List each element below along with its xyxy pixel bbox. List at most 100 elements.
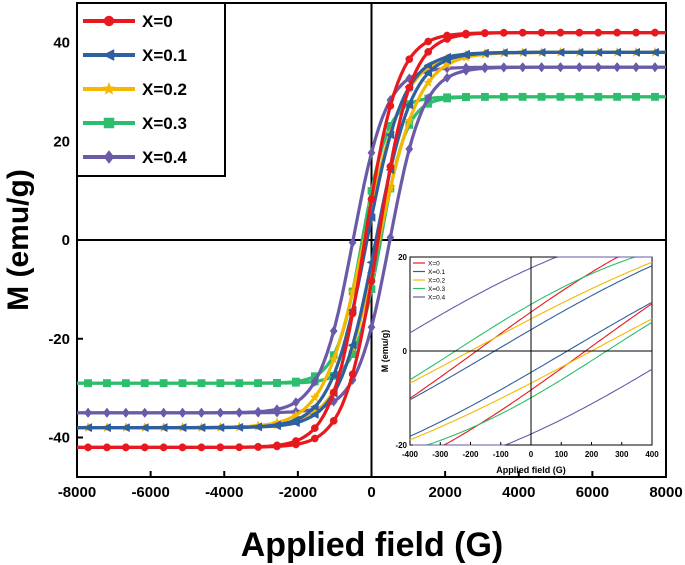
data-point-x-0: [84, 443, 92, 452]
data-point-x-0: [443, 35, 451, 43]
data-point-x-0-4: [121, 407, 130, 418]
inset-y-tick-label: -20: [395, 441, 407, 450]
legend-marker-x-0-1: [102, 49, 115, 61]
data-point-x-0-1: [480, 49, 489, 58]
data-point-x-0-4: [424, 93, 433, 104]
data-point-x-0-3: [159, 379, 168, 388]
data-point-x-0-4: [651, 62, 659, 73]
data-point-x-0: [348, 370, 357, 379]
data-point-x-0: [348, 309, 357, 318]
data-point-x-0-1: [631, 48, 640, 57]
data-point-x-0-2: [309, 392, 320, 402]
data-point-x-0-1: [593, 48, 603, 57]
data-point-x-0: [140, 443, 149, 452]
y-tick-label: 40: [53, 35, 70, 52]
data-point-x-0-1: [309, 410, 319, 419]
data-point-x-0-4: [367, 322, 376, 333]
legend-label-x-0-1: X=0.1: [142, 46, 187, 65]
data-point-x-0-1: [650, 48, 659, 57]
x-tick-label: 0: [367, 484, 375, 501]
legend-label-x-0-2: X=0.2: [142, 80, 187, 99]
data-point-x-0-4: [613, 62, 622, 73]
data-point-x-0-4: [556, 62, 565, 73]
y-tick-label: 20: [53, 133, 70, 150]
data-point-x-0-2: [328, 353, 339, 364]
data-point-x-0-3: [121, 379, 130, 388]
data-point-x-0-4: [178, 407, 187, 418]
data-point-x-0-1: [423, 61, 433, 70]
data-point-x-0-4: [159, 407, 168, 418]
legend-label-x-0: X=0: [142, 12, 173, 31]
data-point-x-0: [178, 443, 187, 452]
legend-marker-x-0-4: [103, 150, 115, 164]
data-point-x-0-1: [234, 423, 244, 432]
y-tick-label: -40: [48, 430, 70, 447]
data-point-x-0: [499, 28, 508, 37]
data-point-x-0: [367, 277, 376, 285]
data-point-x-0-4: [575, 62, 584, 73]
data-point-x-0-1: [328, 370, 338, 380]
data-point-x-0-4: [480, 63, 489, 74]
data-point-x-0: [329, 416, 338, 425]
data-point-x-0-4: [518, 62, 527, 73]
data-point-x-0-1: [196, 423, 206, 432]
data-point-x-0-3: [235, 379, 244, 388]
main-series: [77, 28, 666, 452]
data-point-x-0-1: [423, 68, 433, 78]
data-point-x-0-1: [272, 421, 281, 431]
data-point-x-0-1: [309, 402, 319, 412]
data-point-x-0-3: [178, 379, 187, 388]
data-point-x-0: [103, 443, 111, 452]
x-tick-label: -8000: [58, 484, 96, 501]
data-point-x-0: [197, 443, 206, 452]
data-point-x-0-3: [651, 92, 659, 101]
x-tick-label: -2000: [279, 484, 317, 501]
data-point-x-0: [462, 30, 470, 39]
main-ticks: -8000 -6000 -4000 -2000 0 2000 4000 6000 8000-40…: [48, 35, 682, 502]
x-tick-label: -6000: [131, 484, 169, 501]
data-point-x-0-1: [139, 423, 149, 432]
data-point-x-0-2: [404, 115, 415, 126]
data-point-x-0-3: [537, 92, 546, 101]
data-point-x-0-4: [499, 62, 508, 73]
series-x-0: [77, 28, 666, 452]
data-point-x-0: [651, 28, 659, 37]
data-point-x-0: [556, 28, 565, 37]
data-point-x-0-1: [442, 55, 451, 65]
inset-legend-label-x-0-1: X=0.1: [428, 269, 446, 276]
data-point-x-0-3: [481, 93, 489, 101]
x-tick-label: 2000: [428, 484, 461, 501]
x-tick-label: 8000: [649, 484, 682, 501]
data-point-x-0: [310, 434, 319, 443]
data-point-x-0-1: [366, 213, 376, 222]
data-point-x-0-4: [443, 72, 452, 83]
data-point-x-0-3: [292, 378, 300, 387]
x-tick-label: 6000: [576, 484, 609, 501]
data-point-x-0-1: [536, 48, 546, 57]
inset-y-tick-label: 0: [403, 347, 408, 356]
data-point-x-0-1: [158, 423, 168, 432]
data-point-x-0-3: [197, 379, 206, 388]
inset-x-tick-label: -200: [462, 450, 479, 459]
data-point-x-0: [367, 195, 376, 203]
inset-legend: X=0 X=0.1X=0.2 X=0.3X=0.4: [413, 260, 446, 301]
data-point-x-0: [518, 28, 527, 37]
data-point-x-0-4: [254, 407, 263, 418]
main-axes: [77, 3, 666, 477]
data-point-x-0-2: [423, 77, 434, 87]
x-tick-label: 4000: [502, 484, 535, 501]
data-point-x-0-3: [103, 379, 111, 388]
data-point-x-0: [632, 28, 640, 37]
data-point-x-0-1: [177, 423, 187, 432]
data-point-x-0: [121, 443, 130, 452]
data-point-x-0: [216, 443, 225, 452]
data-point-x-0-1: [120, 423, 130, 432]
data-point-x-0-4: [405, 143, 414, 155]
data-point-x-0-1: [498, 48, 508, 58]
inset-legend-label-x-0: X=0: [428, 260, 440, 267]
data-point-x-0-3: [443, 94, 451, 103]
inset-x-tick-label: 200: [585, 450, 599, 459]
